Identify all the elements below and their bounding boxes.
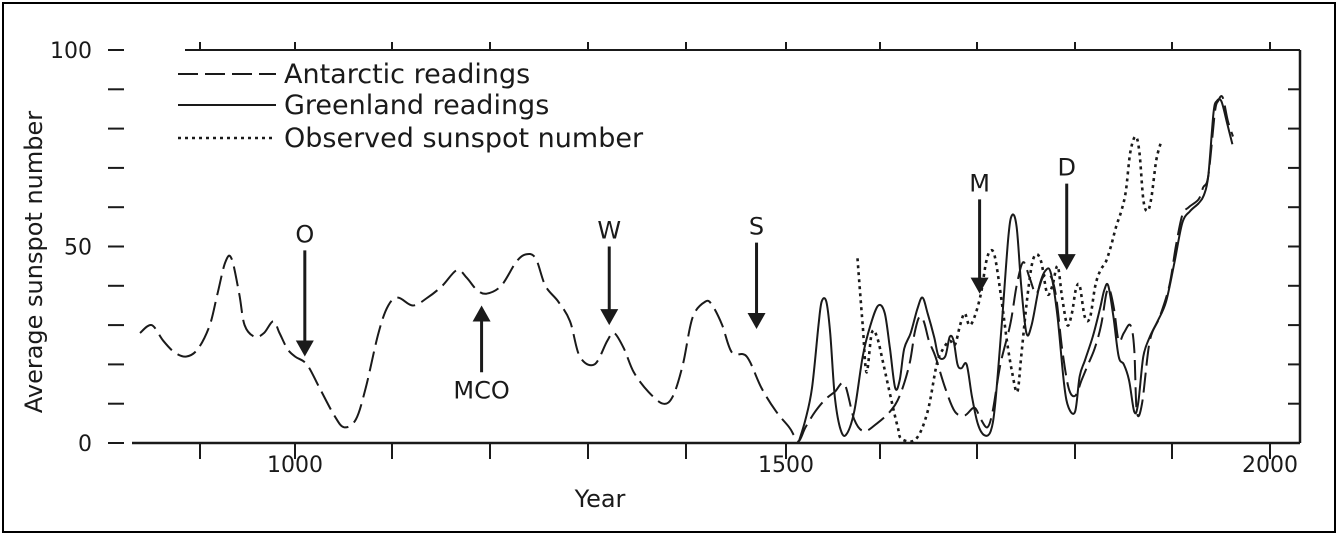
annotation-arrow-head [747, 313, 766, 330]
legend-label-antarctic: Antarctic readings [284, 59, 530, 90]
series-line-greenland [798, 98, 1234, 442]
x-tick-label: 1000 [267, 453, 323, 478]
annotation-arrow-head [1057, 254, 1076, 271]
y-axis-title: Average sunspot number [20, 111, 48, 413]
axes: 1000 1500 2000 0 50 100 [50, 39, 1302, 478]
x-tick-label: 2000 [1242, 453, 1298, 478]
legend-label-greenland: Greenland readings [284, 90, 549, 121]
series-layer [139, 95, 1234, 443]
series-line-antarctic [139, 95, 1234, 443]
annotation-label-o: O [295, 220, 314, 248]
legend: Antarctic readings Greenland readings Ob… [178, 59, 644, 154]
annotation-label-w: W [597, 217, 621, 245]
legend-label-observed: Observed sunspot number [284, 123, 644, 154]
series-line-observed [856, 135, 1163, 443]
annotation-label-mco: MCO [453, 376, 509, 404]
y-tick-label: 100 [50, 39, 92, 64]
annotation-arrow-head [472, 305, 491, 322]
y-tick-label: 0 [78, 432, 92, 457]
annotation-arrow-head [600, 309, 619, 326]
x-tick-label: 1500 [758, 453, 814, 478]
y-tick-label: 50 [64, 236, 92, 261]
annotation-arrow-head [295, 340, 314, 357]
annotation-label-m: M [969, 169, 990, 197]
x-axis-title: Year [574, 485, 626, 513]
annotation-label-d: D [1057, 154, 1075, 182]
annotation-label-s: S [749, 213, 764, 241]
annotation-arrow-head [970, 277, 989, 294]
annotation-layer: O MCO W S M D [295, 154, 1076, 405]
